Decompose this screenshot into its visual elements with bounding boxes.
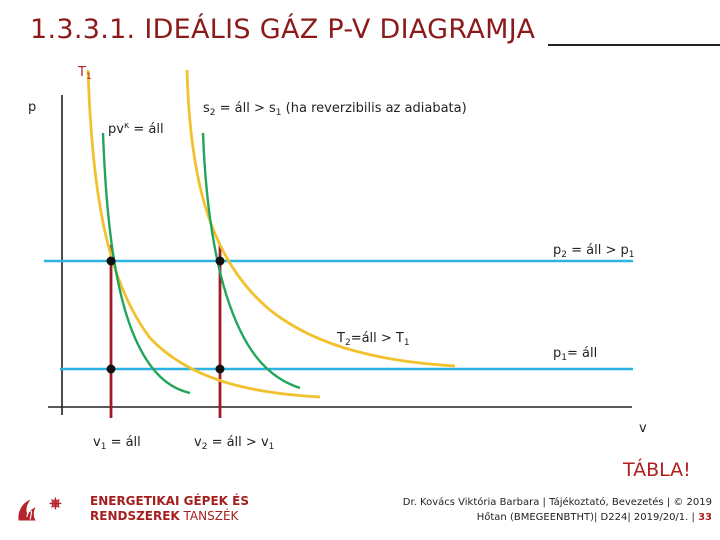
title-underline — [548, 44, 720, 46]
adiabat-s1 — [101, 132, 191, 395]
department-name-line2: RENDSZEREK TANSZÉK — [90, 509, 249, 524]
isochore-v2-label: v2 = áll > v1 — [194, 435, 274, 452]
footer-line1: Dr. Kovács Viktória Barbara | Tájékoztat… — [402, 497, 712, 508]
isotherm-t1 — [86, 69, 321, 399]
state-point — [106, 256, 116, 266]
adiabat-equation-label: pvκ = áll — [108, 121, 164, 137]
isobar-p1-label: p1= áll — [553, 346, 597, 363]
state-point — [215, 364, 225, 374]
isotherm-t1-label: T1 — [77, 65, 92, 82]
footer-line2: Hőtan (BMEGEENBTHT)| D224| 2019/20/1. | … — [272, 510, 712, 525]
page-number: 33 — [698, 512, 712, 523]
svg-text:η: η — [25, 506, 32, 520]
isobar-p2-label: p2 = áll > p1 — [553, 243, 635, 260]
state-point — [106, 364, 116, 374]
adiabat-s2-label: s2 = áll > s1 (ha reverzibilis az adiaba… — [203, 101, 467, 118]
state-point — [215, 256, 225, 266]
slide-footer: Dr. Kovács Viktória Barbara | Tájékoztat… — [272, 495, 712, 525]
department-name-thin: TANSZÉK — [179, 509, 239, 523]
tabla-note: TÁBLA! — [623, 459, 691, 481]
isotherm-t2-label: T2=áll > T1 — [336, 331, 410, 348]
v-axis-label: v — [639, 421, 647, 436]
adiabat-s2 — [201, 132, 301, 390]
p-axis-label: p — [28, 100, 36, 115]
department-name: ENERGETIKAI GÉPEK ÉS RENDSZEREK TANSZÉK — [90, 494, 249, 524]
department-name-bold: RENDSZEREK — [90, 509, 180, 523]
department-logo: η ENERGETIKAI GÉPEK ÉS RENDSZEREK TANSZÉ… — [16, 488, 249, 532]
slide-title: 1.3.3.1. IDEÁLIS GÁZ P-V DIAGRAMJA — [30, 14, 536, 45]
isochore-v1-label: v1 = áll — [93, 435, 141, 452]
footer-course: Hőtan (BMEGEENBTHT)| D224| 2019/20/1. | — [476, 512, 699, 523]
gear-flame-icon: η — [18, 497, 62, 521]
department-name-line1: ENERGETIKAI GÉPEK ÉS — [90, 494, 249, 508]
isotherm-t2 — [185, 69, 456, 368]
